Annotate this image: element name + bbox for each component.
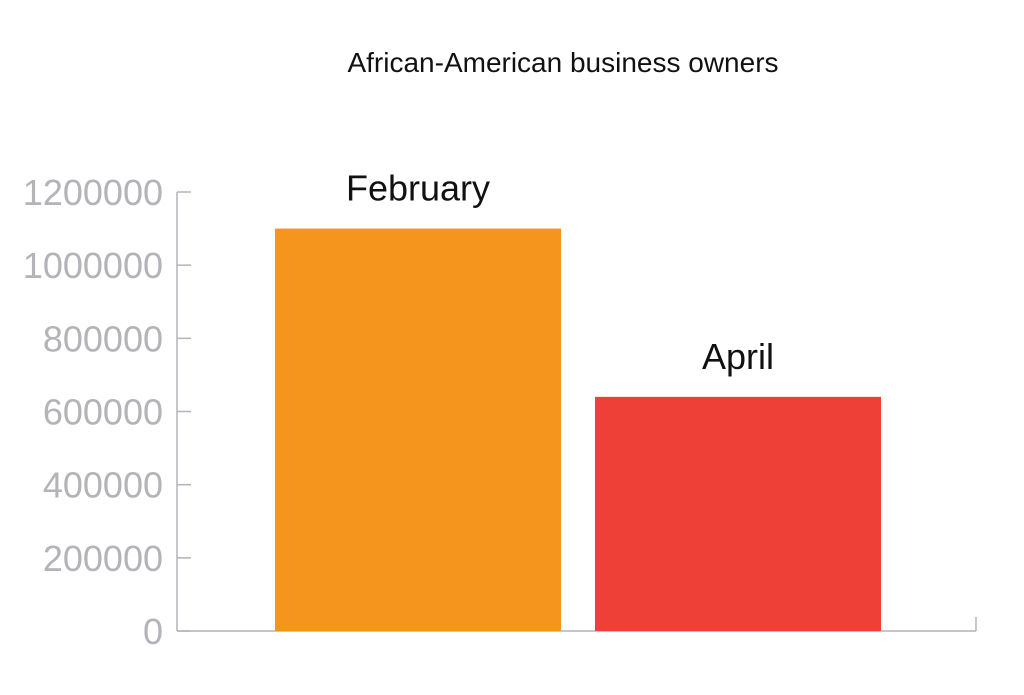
bar-april (595, 396, 881, 631)
bar-february (275, 228, 561, 632)
y-tick-label: 400000 (43, 465, 163, 506)
y-tick-label: 800000 (43, 318, 163, 359)
y-tick-label: 600000 (43, 392, 163, 433)
bar-labels: February April (346, 168, 774, 377)
bar-label-april: April (702, 336, 774, 377)
bar-label-february: February (346, 168, 490, 209)
y-tick-label: 0 (143, 611, 163, 652)
chart-title: African-American business owners (347, 47, 778, 78)
y-tick-label: 1000000 (23, 245, 163, 286)
bars (275, 228, 881, 632)
y-tick-label: 200000 (43, 538, 163, 579)
y-tick-label: 1200000 (23, 172, 163, 213)
y-axis: 0 200000 400000 600000 800000 1000000 1200000 (23, 172, 191, 652)
